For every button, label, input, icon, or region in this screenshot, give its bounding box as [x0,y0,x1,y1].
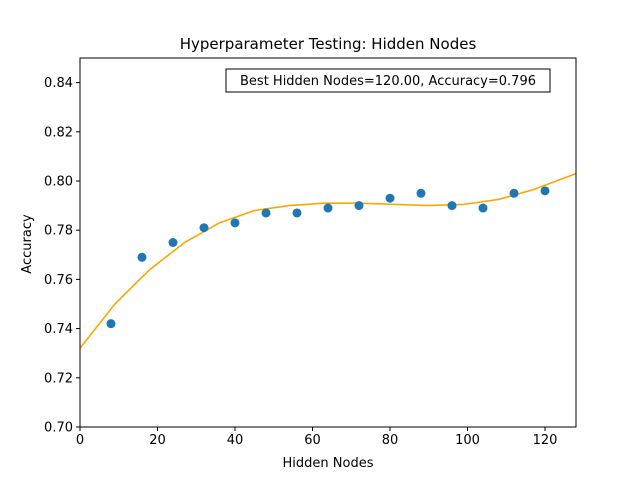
data-point [509,188,519,198]
y-tick-label: 0.84 [44,76,73,91]
y-tick-label: 0.70 [44,421,73,436]
data-point [416,188,426,198]
y-tick-label: 0.78 [44,224,73,239]
plot-frame [79,57,577,428]
x-tick-label: 20 [149,433,166,448]
data-point [261,208,271,218]
data-point [199,223,209,233]
plot-area [80,172,576,349]
axes: 0 20 40 60 80 100 120 0.70 0.72 0.74 0.76 0.78 0.80 0… [44,57,577,448]
x-tick-label: 80 [382,433,399,448]
data-point [292,208,302,218]
data-point [385,193,395,203]
data-point [168,238,178,247]
data-point [540,186,550,196]
x-tick-label: 40 [227,433,244,448]
data-point [478,203,488,213]
x-tick-label: 60 [304,433,321,448]
data-point [354,201,364,211]
annotation-box: Best Hidden Nodes=120.00, Accuracy=0.796 [225,68,551,93]
data-point [230,218,240,228]
data-point [447,201,457,211]
y-tick-label: 0.82 [44,125,73,140]
fit-line [80,172,576,349]
y-tick-label: 0.76 [44,273,73,288]
data-point [323,203,333,213]
y-tick-label: 0.72 [44,371,73,386]
annotation-text: Best Hidden Nodes=120.00, Accuracy=0.796 [240,74,536,89]
y-tick-label: 0.80 [44,175,73,190]
y-axis-label: Accuracy [20,214,35,274]
data-point [106,319,116,329]
x-tick-label: 0 [76,433,84,448]
x-tick-label: 120 [533,433,558,448]
y-tick-label: 0.74 [44,322,73,337]
x-axis-label: Hidden Nodes [283,456,374,471]
data-point [137,252,147,262]
chart-title: Hyperparameter Testing: Hidden Nodes [180,35,477,53]
x-tick-label: 100 [455,433,480,448]
